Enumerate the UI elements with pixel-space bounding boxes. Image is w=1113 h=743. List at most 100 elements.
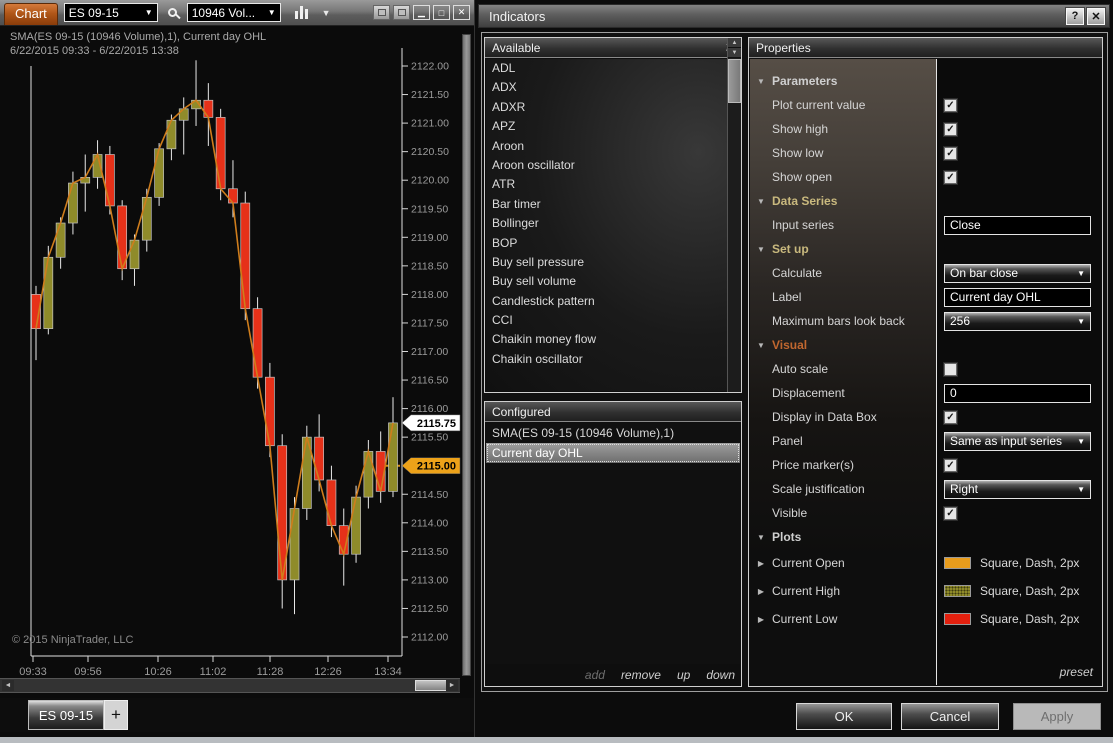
expand-icon[interactable]: ▶ xyxy=(757,558,765,568)
available-item-apz[interactable]: APZ xyxy=(492,119,516,134)
configured-item-sma-es-09-15-10946-volume-1[interactable]: SMA(ES 09-15 (10946 Volume),1) xyxy=(492,426,675,440)
input-series-field[interactable] xyxy=(944,215,1091,235)
ok-button[interactable]: OK xyxy=(796,703,892,730)
available-item-cci[interactable]: CCI xyxy=(492,313,513,328)
available-item-aroon[interactable]: Aroon xyxy=(492,138,525,153)
expand-icon[interactable]: ▶ xyxy=(757,586,765,596)
collapse-icon[interactable]: ▼ xyxy=(757,532,765,542)
available-item-adx[interactable]: ADX xyxy=(492,80,517,95)
apply-button[interactable]: Apply xyxy=(1013,703,1101,730)
help-button[interactable]: ? xyxy=(1065,6,1085,26)
add-tab-button[interactable]: + xyxy=(104,700,128,730)
available-scrollbar[interactable]: ▲ ▼ xyxy=(727,38,741,392)
scroll-down-icon[interactable]: ▼ xyxy=(728,48,741,58)
chart-style-icon[interactable] xyxy=(294,6,308,19)
collapse-icon[interactable]: ▼ xyxy=(757,244,765,254)
panel-button-b[interactable] xyxy=(393,5,410,20)
available-item-buy-sell-pressure[interactable]: Buy sell pressure xyxy=(492,254,585,269)
available-scroll-thumb[interactable] xyxy=(728,59,741,103)
available-header: Available i xyxy=(485,38,741,58)
checked-checkbox-plot-current-value[interactable]: ✓ xyxy=(943,97,958,113)
chart-title-overlay: SMA(ES 09-15 (10946 Volume),1), Current … xyxy=(10,31,267,43)
price-chart[interactable]: 2122.00 2121.50 2121.00 2120.50 2120.00 2119.… xyxy=(0,26,474,678)
available-item-buy-sell-volume[interactable]: Buy sell volume xyxy=(492,274,577,289)
unchecked-checkbox-auto-scale[interactable] xyxy=(943,361,958,377)
available-item-adl[interactable]: ADL xyxy=(492,61,516,75)
vertical-scrollbar[interactable] xyxy=(462,34,471,676)
available-item-aroon-oscillator[interactable]: Aroon oscillator xyxy=(492,157,575,172)
collapse-icon[interactable]: ▼ xyxy=(757,196,765,206)
property-row-display-in-data-box: Display in Data Box ✓ xyxy=(750,405,1101,429)
checked-checkbox-display-in-data-box[interactable]: ✓ xyxy=(943,409,958,425)
available-item-atr[interactable]: ATR xyxy=(492,177,516,192)
checked-checkbox-show-high[interactable]: ✓ xyxy=(943,121,958,137)
checked-checkbox-show-low[interactable]: ✓ xyxy=(943,145,958,161)
scale-justification-dropdown[interactable]: Right ▼ xyxy=(944,479,1091,499)
available-item-bar-timer[interactable]: Bar timer xyxy=(492,196,541,211)
available-item-candlestick-pattern[interactable]: Candlestick pattern xyxy=(492,293,595,308)
property-label: Show high xyxy=(772,122,829,136)
current-high-color-swatch[interactable] xyxy=(944,585,971,597)
close-button[interactable]: ✕ xyxy=(453,5,470,20)
property-grid: ▼ Parameters Plot current value ✓ Show high ✓… xyxy=(750,59,1101,685)
search-icon[interactable] xyxy=(167,8,177,17)
instrument-dropdown[interactable]: ES 09-15 ▼ xyxy=(63,3,158,22)
checked-checkbox-price-marker-s[interactable]: ✓ xyxy=(943,457,958,473)
property-row-displacement: Displacement xyxy=(750,381,1101,405)
maximum-bars-look-back-dropdown[interactable]: 256 ▼ xyxy=(944,311,1091,331)
panel-button-a[interactable] xyxy=(373,5,390,20)
available-item-chaikin-oscillator[interactable]: Chaikin oscillator xyxy=(492,351,583,366)
available-item-chaikin-money-flow[interactable]: Chaikin money flow xyxy=(492,332,597,347)
label-field[interactable] xyxy=(944,287,1091,307)
remove-link[interactable]: remove xyxy=(620,668,661,682)
toolbar-chevron-icon[interactable]: ▼ xyxy=(321,7,331,18)
dropdown-value: Same as input series xyxy=(950,434,1063,448)
add-link[interactable]: add xyxy=(584,668,605,682)
interval-dropdown[interactable]: 10946 Vol... ▼ xyxy=(186,3,281,22)
property-row-scale-justification: Scale justification Right ▼ xyxy=(750,477,1101,501)
minimize-button[interactable]: ▁ xyxy=(413,5,430,20)
available-item-adxr[interactable]: ADXR xyxy=(492,99,526,114)
current-open-color-swatch[interactable] xyxy=(944,557,971,569)
scroll-left-icon[interactable]: ◄ xyxy=(2,680,14,691)
svg-text:2121.50: 2121.50 xyxy=(411,89,449,101)
instrument-tab[interactable]: ES 09-15 xyxy=(28,700,104,730)
property-row-plots: ▼ Plots xyxy=(750,525,1101,549)
dialog-buttons: OK Cancel Apply xyxy=(475,703,1113,733)
restore-button[interactable]: □ xyxy=(433,5,450,20)
dialog-close-button[interactable]: ✕ xyxy=(1086,6,1106,26)
collapse-icon[interactable]: ▼ xyxy=(757,340,765,350)
svg-text:11:02: 11:02 xyxy=(200,666,227,678)
property-row-current-open: ▶ Current Open Square, Dash, 2px xyxy=(750,549,1101,577)
configured-item-current-day-ohl[interactable]: Current day OHL xyxy=(486,443,740,463)
dialog-titlebar[interactable]: Indicators ? ✕ xyxy=(478,4,1110,28)
current-low-color-swatch[interactable] xyxy=(944,613,971,625)
down-link[interactable]: down xyxy=(706,668,735,682)
calculate-dropdown[interactable]: On bar close ▼ xyxy=(944,263,1091,283)
panel-dropdown[interactable]: Same as input series ▼ xyxy=(944,431,1091,451)
checked-checkbox-show-open[interactable]: ✓ xyxy=(943,169,958,185)
chart-window: Chart ES 09-15 ▼ 10946 Vol... ▼ ▼ ▁ □ ✕ … xyxy=(0,0,474,737)
horizontal-scrollbar[interactable]: ◄ ► xyxy=(0,678,460,693)
scroll-right-icon[interactable]: ► xyxy=(446,680,458,691)
up-link[interactable]: up xyxy=(676,668,691,682)
chart-canvas[interactable]: 2122.00 2121.50 2121.00 2120.50 2120.00 2119.… xyxy=(0,26,474,737)
displacement-field[interactable] xyxy=(944,383,1091,403)
expand-icon[interactable]: ▶ xyxy=(757,614,765,624)
property-row-parameters: ▼ Parameters xyxy=(750,69,1101,93)
chevron-down-icon: ▼ xyxy=(1077,436,1085,446)
property-row-maximum-bars-look-back: Maximum bars look back 256 ▼ xyxy=(750,309,1101,333)
svg-text:2115.50: 2115.50 xyxy=(411,432,448,444)
available-item-bollinger[interactable]: Bollinger xyxy=(492,216,539,231)
svg-text:2120.50: 2120.50 xyxy=(411,146,449,158)
preset-link[interactable]: preset xyxy=(1059,665,1093,679)
svg-text:09:56: 09:56 xyxy=(74,666,102,678)
property-label: Data Series xyxy=(772,194,838,208)
scroll-up-icon[interactable]: ▲ xyxy=(728,38,741,48)
svg-text:2119.00: 2119.00 xyxy=(411,232,448,244)
available-item-bop[interactable]: BOP xyxy=(492,235,518,250)
cancel-button[interactable]: Cancel xyxy=(901,703,999,730)
chart-window-tab[interactable]: Chart xyxy=(4,2,58,25)
checked-checkbox-visible[interactable]: ✓ xyxy=(943,505,958,521)
collapse-icon[interactable]: ▼ xyxy=(757,76,765,86)
